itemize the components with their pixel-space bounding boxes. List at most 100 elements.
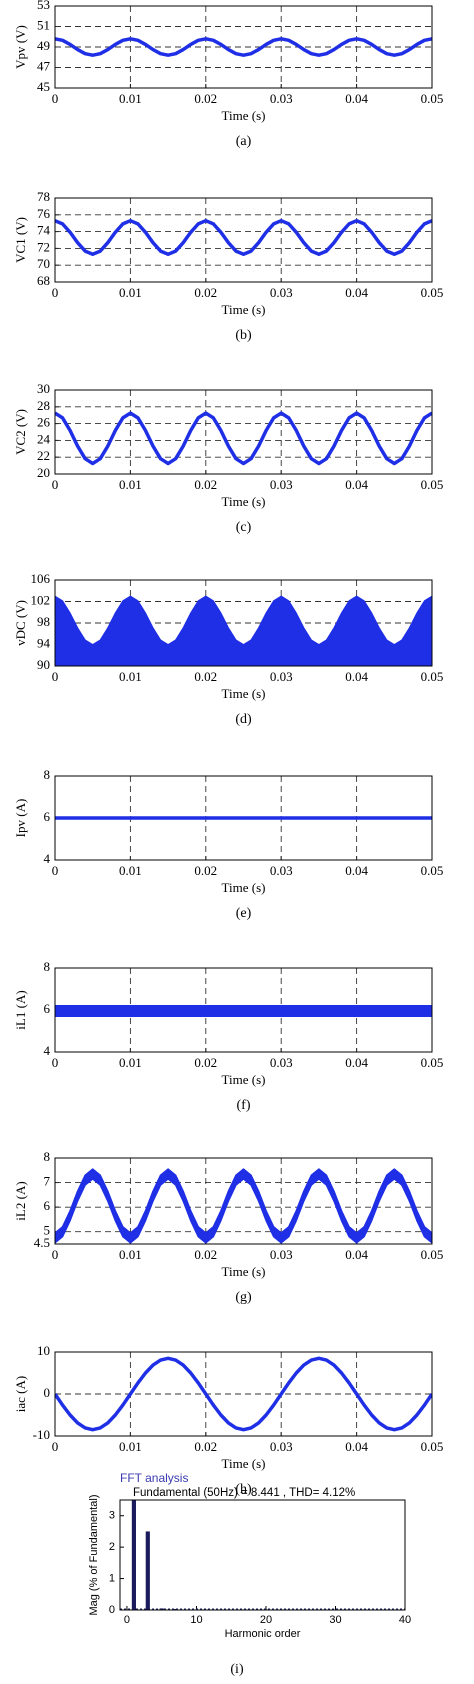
x-tick-label: 0.01	[119, 285, 142, 300]
y-axis-label: Mag (% of Fundamental)	[88, 1494, 100, 1615]
x-tick-label: 0.02	[194, 91, 217, 106]
x-tick-label: 0	[124, 1614, 130, 1626]
x-tick-label: 0.04	[345, 477, 368, 492]
x-tick-label: 0.01	[119, 477, 142, 492]
x-tick-label: 0.02	[194, 477, 217, 492]
x-tick-label: 0.02	[194, 1055, 217, 1070]
x-tick-label: 0.05	[421, 669, 444, 684]
y-tick-label: 68	[37, 273, 50, 288]
y-tick-label: 1	[109, 1572, 115, 1584]
y-tick-label: 45	[37, 79, 50, 94]
y-tick-label: 5	[44, 1223, 51, 1238]
y-tick-label: 7	[44, 1174, 51, 1189]
caption: (i)	[230, 1662, 244, 1677]
plot-frame	[54, 967, 433, 1053]
x-tick-label: 0.05	[421, 1439, 444, 1454]
y-tick-label: 70	[37, 256, 50, 271]
x-axis-label: Time (s)	[222, 108, 266, 123]
data-layer	[55, 37, 432, 57]
x-tick-label: 0.03	[270, 477, 293, 492]
y-tick-label: 22	[37, 448, 50, 463]
y-tick-label: 20	[37, 465, 50, 480]
x-tick-label: 0	[52, 863, 59, 878]
y-tick-label: 6	[44, 1198, 51, 1213]
x-tick-label: 0.01	[119, 669, 142, 684]
x-tick-label: 0.02	[194, 1247, 217, 1262]
data-band	[55, 1168, 432, 1244]
x-tick-label: 0.03	[270, 91, 293, 106]
caption: (d)	[235, 712, 252, 727]
y-tick-label: 90	[37, 657, 50, 672]
y-tick-label: 0	[109, 1604, 115, 1616]
y-axis-label: iL1 (A)	[13, 990, 28, 1029]
plot-frame	[54, 1351, 433, 1437]
x-tick-label: 0.05	[421, 863, 444, 878]
plot-frame	[54, 197, 433, 283]
subplot: 4 6 8 0 0.01 0.02 0.03 0.04 0.05 iL1 (A) Time (s) (…	[13, 959, 443, 1113]
caption: (b)	[235, 328, 252, 343]
y-axis-label: VC1 (V)	[13, 217, 28, 263]
x-tick-label: 0.04	[345, 863, 368, 878]
x-axis-label: Time (s)	[222, 1456, 266, 1471]
data-layer	[55, 595, 432, 666]
y-axis-label: iL2 (A)	[13, 1181, 28, 1220]
caption: (f)	[237, 1098, 251, 1113]
x-tick-label: 0.05	[421, 477, 444, 492]
data-area	[55, 595, 432, 666]
caption: (h)	[235, 1482, 252, 1497]
x-tick-label: 0.05	[421, 91, 444, 106]
y-tick-label: 4	[44, 1043, 51, 1058]
x-tick-label: 0	[52, 1055, 59, 1070]
x-tick-label: 0.01	[119, 1247, 142, 1262]
y-tick-label: 51	[37, 17, 50, 32]
x-tick-label: 0.03	[270, 863, 293, 878]
y-tick-label: 8	[44, 959, 51, 974]
y-tick-label: 78	[37, 189, 50, 204]
x-tick-label: 0.03	[270, 1439, 293, 1454]
y-tick-label: 30	[37, 381, 50, 396]
plot-frame	[54, 579, 433, 667]
x-tick-label: 0	[52, 1247, 59, 1262]
x-axis-label: Time (s)	[222, 1264, 266, 1279]
x-tick-label: 0.04	[345, 285, 368, 300]
y-tick-label: 72	[37, 239, 50, 254]
y-axis-label: iac (A)	[13, 1376, 28, 1412]
y-tick-label: 53	[37, 0, 50, 12]
y-tick-label: 106	[31, 571, 51, 586]
data-layer	[55, 1005, 432, 1018]
data-line	[55, 1356, 432, 1432]
y-tick-label: 6	[44, 1001, 51, 1016]
y-tick-label: 98	[37, 614, 50, 629]
bar	[131, 1500, 136, 1610]
plot-area	[55, 198, 432, 282]
y-axis-label: vDC (V)	[13, 600, 28, 646]
x-axis-label: Time (s)	[222, 1072, 266, 1087]
x-tick-label: 0.05	[421, 1055, 444, 1070]
data-line	[55, 37, 432, 57]
caption: (g)	[235, 1290, 252, 1305]
y-tick-label: 47	[37, 58, 51, 73]
x-tick-label: 0.02	[194, 863, 217, 878]
bar	[159, 1608, 164, 1610]
y-tick-label: -10	[33, 1427, 50, 1442]
x-tick-label: 0.04	[345, 91, 368, 106]
plot-frame	[54, 389, 433, 475]
data-band	[55, 1005, 432, 1018]
x-tick-label: 0	[52, 91, 59, 106]
chart-title: FFT analysis	[120, 1471, 188, 1485]
x-axis-label: Time (s)	[222, 880, 266, 895]
x-tick-label: 0.02	[194, 285, 217, 300]
x-tick-label: 10	[190, 1614, 202, 1626]
y-tick-label: 26	[37, 415, 51, 430]
x-tick-label: 0	[52, 669, 59, 684]
y-tick-label: 94	[37, 635, 51, 650]
x-tick-label: 0	[52, 1439, 59, 1454]
y-tick-label: 24	[37, 431, 51, 446]
data-layer	[55, 1356, 432, 1432]
x-tick-label: 0.04	[345, 1439, 368, 1454]
data-layer	[55, 218, 432, 257]
